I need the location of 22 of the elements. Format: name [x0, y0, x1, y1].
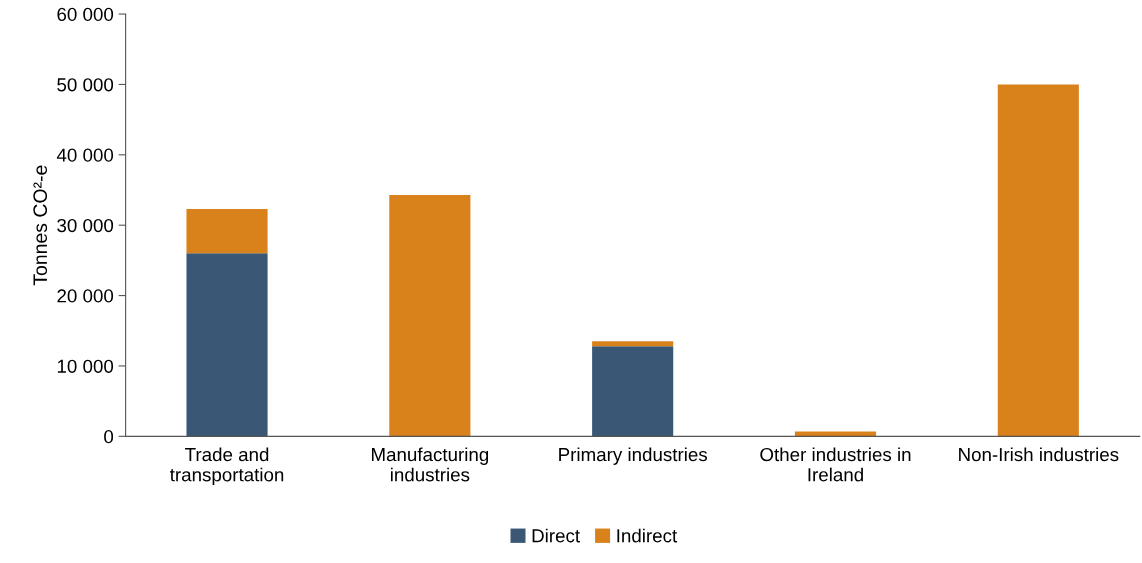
bar	[186, 209, 268, 254]
bar	[592, 346, 674, 437]
y-tick-label: 10 000	[57, 359, 114, 373]
bar	[389, 194, 471, 437]
bar	[592, 341, 674, 347]
bar	[997, 84, 1079, 437]
x-tick-label: Primary industries	[559, 447, 708, 465]
x-tick-label: Other industries in Ireland	[760, 447, 911, 482]
y-tick-label: 20 000	[57, 289, 114, 303]
y-tick-label: 0	[104, 430, 114, 444]
bar	[186, 253, 268, 437]
y-tick-label: 40 000	[56, 148, 114, 162]
y-tick-label: 60 000	[57, 7, 114, 22]
legend-label: Indirect	[617, 528, 678, 543]
legend-label: Direct	[532, 528, 580, 543]
y-tick-label: 50 000	[57, 78, 114, 92]
x-tick-label: Trade and transportation	[169, 447, 284, 486]
x-tick-label: Non-Irish industries	[959, 447, 1119, 462]
x-tick-label: Manufacturing industries	[371, 447, 489, 482]
y-tick-label: 30 000	[57, 218, 114, 233]
bar	[794, 431, 877, 437]
y-axis-title: Tonnes CO²-e	[33, 165, 48, 286]
